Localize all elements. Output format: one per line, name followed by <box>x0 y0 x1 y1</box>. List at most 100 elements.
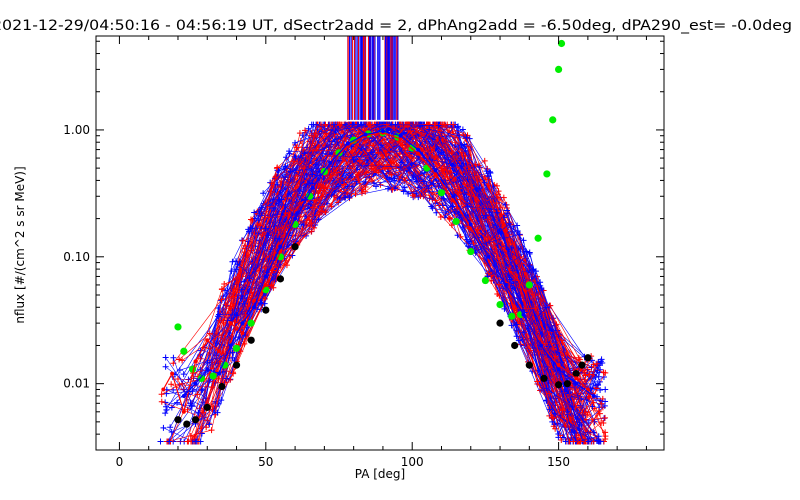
data-marker <box>215 375 222 382</box>
series-point <box>262 306 270 314</box>
series-point <box>423 164 431 172</box>
data-marker <box>493 209 500 216</box>
data-marker <box>341 181 348 188</box>
data-marker <box>354 172 361 179</box>
series-point <box>263 282 268 287</box>
series-point <box>543 170 551 178</box>
data-marker <box>432 153 439 160</box>
data-marker <box>417 192 424 199</box>
data-marker <box>405 190 412 197</box>
data-marker <box>559 339 566 346</box>
series-point <box>467 247 475 256</box>
data-marker <box>233 289 240 296</box>
data-marker <box>506 220 513 227</box>
data-marker <box>397 164 404 171</box>
series-point <box>197 374 206 383</box>
data-marker <box>481 157 488 164</box>
x-tick-label: 0 <box>116 455 124 469</box>
data-marker <box>538 284 545 291</box>
data-marker <box>378 142 385 149</box>
data-marker <box>386 176 393 183</box>
data-marker <box>349 121 356 128</box>
data-marker <box>242 332 249 339</box>
data-trace <box>192 124 598 443</box>
series-point <box>247 319 255 327</box>
data-marker <box>450 121 457 128</box>
data-marker <box>426 126 433 133</box>
series-point <box>345 141 350 146</box>
data-marker <box>526 263 533 270</box>
data-marker <box>166 438 173 445</box>
data-marker <box>162 363 169 370</box>
data-marker <box>247 224 254 231</box>
data-marker <box>180 371 187 378</box>
data-marker <box>218 285 225 292</box>
data-marker <box>157 438 164 445</box>
data-marker <box>600 420 607 427</box>
series-point <box>293 216 298 221</box>
data-marker <box>162 410 169 417</box>
series-point <box>591 393 596 398</box>
data-marker <box>456 185 463 192</box>
data-marker <box>462 181 469 188</box>
data-marker <box>400 188 407 195</box>
data-marker <box>389 186 396 193</box>
data-marker <box>291 158 298 165</box>
data-marker <box>278 196 285 203</box>
data-marker <box>514 222 521 229</box>
data-marker <box>513 267 520 274</box>
data-marker <box>292 139 299 146</box>
data-marker <box>251 209 258 216</box>
series-point <box>181 393 186 398</box>
data-marker <box>401 184 408 191</box>
data-marker <box>455 123 462 130</box>
data-marker <box>170 386 177 393</box>
data-marker <box>381 164 388 171</box>
data-marker <box>268 282 275 289</box>
series-point <box>468 222 473 227</box>
data-marker <box>585 438 592 445</box>
series-point <box>232 344 241 352</box>
data-marker <box>439 202 446 209</box>
data-marker <box>192 438 199 445</box>
series-point <box>416 151 421 156</box>
x-axis-label: PA [deg] <box>355 467 405 481</box>
data-marker <box>447 215 454 222</box>
data-marker <box>162 354 169 361</box>
series-point <box>205 338 210 343</box>
data-marker <box>248 216 255 223</box>
data-marker <box>254 220 261 227</box>
series-point <box>209 372 217 380</box>
data-marker <box>218 397 225 404</box>
data-marker <box>474 226 481 233</box>
data-marker <box>170 354 177 361</box>
data-marker <box>576 356 583 363</box>
data-marker <box>511 305 518 312</box>
data-marker <box>498 211 505 218</box>
data-marker <box>336 121 343 128</box>
data-marker <box>322 121 329 128</box>
data-marker <box>565 390 572 397</box>
series-point <box>262 286 270 294</box>
data-marker <box>455 157 462 164</box>
data-marker <box>302 127 309 134</box>
data-trace <box>246 124 598 385</box>
data-marker <box>543 304 550 311</box>
data-marker <box>383 121 390 128</box>
series-point <box>363 132 368 137</box>
data-marker <box>194 391 201 398</box>
series-point <box>263 274 268 279</box>
data-marker <box>570 438 577 445</box>
data-marker <box>282 174 289 181</box>
data-marker <box>481 179 488 186</box>
data-marker <box>176 356 183 363</box>
data-marker <box>590 361 597 368</box>
data-marker <box>551 345 558 352</box>
series-point <box>240 331 245 336</box>
data-marker <box>578 422 585 429</box>
data-marker <box>548 414 555 421</box>
data-marker <box>531 278 538 285</box>
series-point <box>328 160 333 165</box>
data-marker <box>163 406 170 413</box>
